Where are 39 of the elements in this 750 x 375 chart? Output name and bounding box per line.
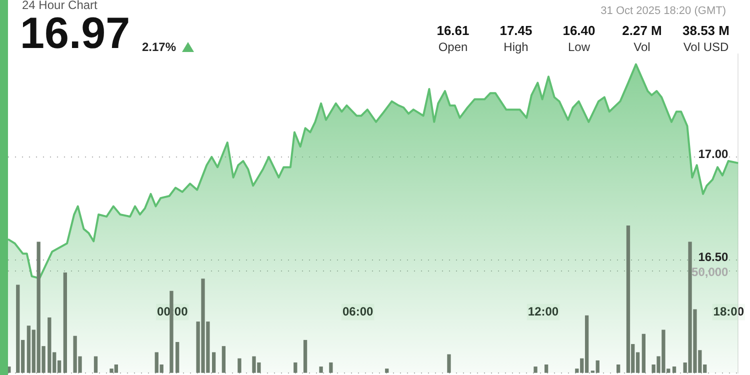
bar bbox=[544, 364, 548, 373]
bar bbox=[616, 364, 620, 373]
text: 31 Oct 2025 18:20 (GMT) bbox=[600, 5, 726, 17]
y-tick-label: 16.50 bbox=[698, 250, 729, 264]
bar bbox=[63, 272, 67, 373]
bar bbox=[385, 368, 389, 373]
bar bbox=[222, 346, 226, 373]
bar bbox=[212, 352, 216, 373]
bar bbox=[319, 366, 323, 373]
bar bbox=[534, 366, 538, 373]
x-tick-label: 06:00 bbox=[342, 304, 374, 318]
bar bbox=[447, 354, 451, 373]
bar bbox=[294, 362, 298, 373]
y2-tick-label: 50,000 bbox=[692, 265, 729, 280]
text: 38.53 M bbox=[682, 23, 730, 38]
bar bbox=[642, 334, 646, 373]
annotation: Low bbox=[566, 40, 591, 54]
text: 16.61 bbox=[436, 23, 470, 38]
chart-title: 24 Hour Chart bbox=[22, 0, 98, 12]
annotation: 2.17% bbox=[142, 40, 176, 54]
x-tick-label: 12:00 bbox=[528, 304, 559, 318]
bar bbox=[238, 358, 242, 373]
annotation: High bbox=[502, 40, 530, 54]
x-tick-label: 18:00 bbox=[713, 304, 744, 318]
bar bbox=[329, 362, 333, 373]
bar bbox=[176, 342, 180, 373]
annotation: 16.97 bbox=[20, 9, 130, 58]
bar bbox=[672, 366, 676, 373]
bar bbox=[303, 340, 308, 373]
bar bbox=[94, 356, 98, 373]
text: 17.45 bbox=[500, 23, 532, 38]
annotation: Vol USD bbox=[682, 40, 730, 54]
bar bbox=[626, 225, 630, 373]
annotation: Vol bbox=[634, 40, 650, 54]
text: 16.40 bbox=[562, 23, 596, 38]
annotation: Open bbox=[437, 40, 469, 54]
y-tick-label: 17.00 bbox=[698, 147, 729, 162]
bar bbox=[8, 366, 11, 373]
text: 2.27 M bbox=[622, 23, 662, 38]
